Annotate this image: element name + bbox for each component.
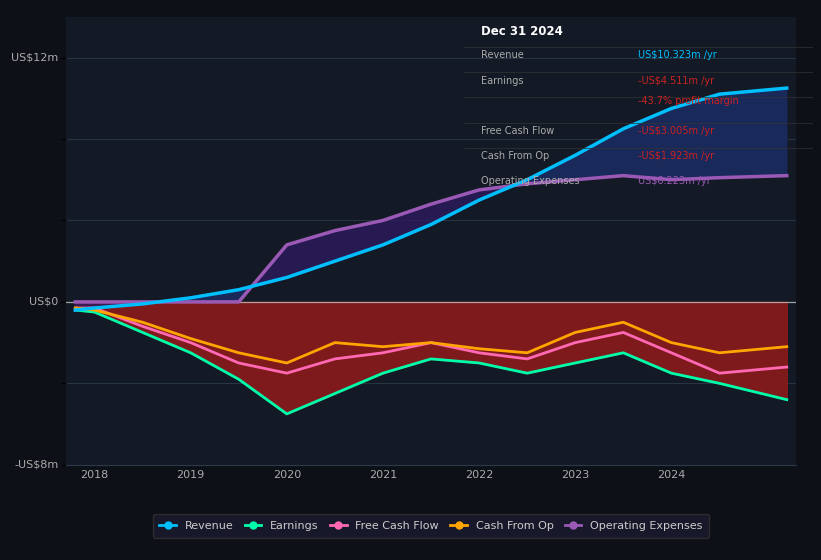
Text: Earnings: Earnings [481, 76, 524, 86]
Text: Revenue: Revenue [481, 50, 524, 60]
Text: US$12m: US$12m [11, 53, 58, 63]
Text: -43.7% profit margin: -43.7% profit margin [639, 96, 739, 106]
Text: Operating Expenses: Operating Expenses [481, 176, 580, 186]
Text: -US$8m: -US$8m [14, 460, 58, 470]
Text: US$6.223m /yr: US$6.223m /yr [639, 176, 711, 186]
Text: Cash From Op: Cash From Op [481, 151, 549, 161]
Text: -US$1.923m /yr: -US$1.923m /yr [639, 151, 714, 161]
Legend: Revenue, Earnings, Free Cash Flow, Cash From Op, Operating Expenses: Revenue, Earnings, Free Cash Flow, Cash … [153, 514, 709, 538]
Text: US$0: US$0 [29, 297, 58, 307]
Text: Free Cash Flow: Free Cash Flow [481, 126, 554, 136]
Text: Dec 31 2024: Dec 31 2024 [481, 25, 563, 38]
Text: -US$4.511m /yr: -US$4.511m /yr [639, 76, 714, 86]
Text: -US$3.005m /yr: -US$3.005m /yr [639, 126, 714, 136]
Text: US$10.323m /yr: US$10.323m /yr [639, 50, 717, 60]
